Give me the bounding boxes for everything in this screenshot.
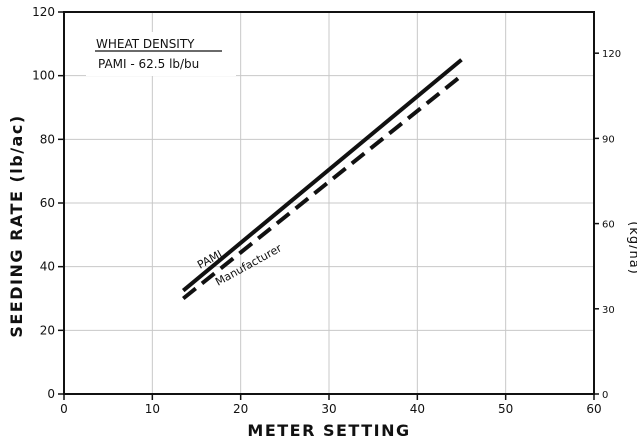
x-tick-label: 10 [145, 402, 160, 416]
y-tick-label: 60 [40, 196, 55, 210]
annotation-background [86, 32, 236, 76]
x-tick-label: 30 [321, 402, 336, 416]
x-axis-title: METER SETTING [247, 421, 410, 440]
y-axis-title: SEEDING RATE (lb/ac) [7, 114, 26, 337]
y2-tick-label: 120 [602, 49, 621, 60]
x-tick-label: 20 [233, 402, 248, 416]
y-tick-label: 80 [40, 132, 55, 146]
y-tick-label: 40 [40, 260, 55, 274]
grid-lines [64, 12, 594, 394]
y-tick-label: 0 [47, 387, 55, 401]
y-tick-label: 100 [32, 69, 55, 83]
y-tick-label: 120 [32, 5, 55, 19]
y2-tick-label: 0 [602, 390, 608, 401]
annotation-text: PAMI - 62.5 lb/bu [98, 57, 199, 71]
x-tick-label: 40 [410, 402, 425, 416]
y2-tick-label: 90 [602, 134, 615, 145]
series-line-pami [181, 58, 463, 293]
x-tick-label: 60 [586, 402, 601, 416]
series-line-manufacturer [181, 74, 463, 301]
y-tick-label: 20 [40, 323, 55, 337]
y2-tick-label: 30 [602, 305, 615, 316]
y2-axis-title: (kg/ha) [626, 221, 637, 275]
annotation-heading: WHEAT DENSITY [96, 37, 195, 51]
series-lines [181, 58, 463, 301]
x-tick-label: 0 [60, 402, 68, 416]
x-tick-label: 50 [498, 402, 513, 416]
y2-tick-label: 60 [602, 220, 615, 231]
